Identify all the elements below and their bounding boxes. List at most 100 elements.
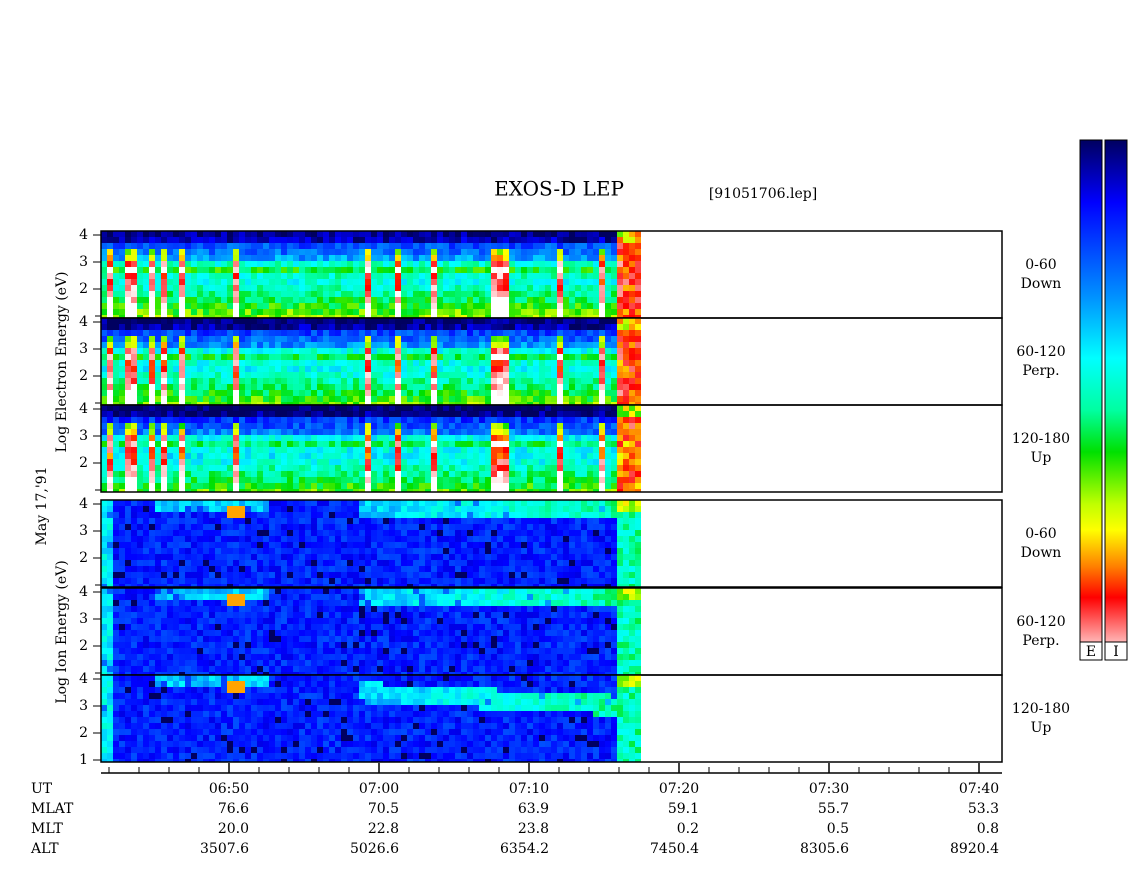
spectrogram-cell — [551, 435, 557, 441]
spectrogram-cell — [419, 297, 425, 303]
spectrogram-cell — [329, 336, 335, 342]
spectrogram-cell — [101, 536, 107, 542]
spectrogram-cell — [545, 231, 551, 237]
spectrogram-cell — [125, 303, 131, 309]
spectrogram-cell — [257, 453, 263, 459]
spectrogram-cell — [215, 506, 221, 512]
spectrogram-cell — [635, 354, 641, 360]
spectrogram-cell — [125, 336, 131, 342]
spectrogram-cell — [305, 285, 311, 291]
spectrogram-cell — [425, 441, 431, 447]
spectrogram-cell — [161, 560, 167, 566]
spectrogram-cell — [395, 417, 401, 423]
spectrogram-cell — [191, 378, 197, 384]
spectrogram-cell — [617, 348, 623, 354]
spectrogram-cell — [251, 396, 257, 402]
spectrogram-cell — [185, 396, 191, 402]
spectrogram-cell — [581, 255, 587, 261]
spectrogram-cell — [545, 366, 551, 372]
spectrogram-cell — [407, 309, 413, 315]
spectrogram-cell — [569, 297, 575, 303]
spectrogram-cell — [221, 441, 227, 447]
spectrogram-cell — [443, 279, 449, 285]
spectrogram-cell — [371, 279, 377, 285]
spectrogram-cell — [587, 273, 593, 279]
spectrogram-cell — [143, 500, 149, 506]
spectrogram-cell — [377, 330, 383, 336]
spectrogram-cell — [263, 471, 269, 477]
ion-axis-label: Log Ion Energy (eV) — [54, 560, 70, 703]
spectrogram-cell — [569, 471, 575, 477]
spectrogram-cell — [197, 237, 203, 243]
spectrogram-cell — [551, 318, 557, 324]
spectrogram-cell — [419, 441, 425, 447]
spectrogram-cell — [617, 330, 623, 336]
spectrogram-cell — [485, 411, 491, 417]
spectrogram-cell — [479, 390, 485, 396]
spectrogram-cell — [251, 390, 257, 396]
spectrogram-cell — [419, 405, 425, 411]
spectrogram-cell — [287, 500, 293, 506]
spectrogram-cell — [533, 396, 539, 402]
spectrogram-cell — [521, 354, 527, 360]
spectrogram-cell — [407, 303, 413, 309]
spectrogram-cell — [533, 297, 539, 303]
spectrogram-cell — [485, 417, 491, 423]
spectrogram-cell — [173, 285, 179, 291]
spectrogram-cell — [539, 324, 545, 330]
spectrogram-cell — [383, 348, 389, 354]
spectrogram-cell — [137, 237, 143, 243]
spectrogram-cell — [467, 477, 473, 483]
spectrogram-cell — [623, 231, 629, 237]
spectrogram-cell — [623, 471, 629, 477]
spectrogram-cell — [617, 267, 623, 273]
spectrogram-cell — [593, 405, 599, 411]
spectrogram-cell — [179, 554, 185, 560]
spectrogram-cell — [461, 378, 467, 384]
spectrogram-cell — [197, 330, 203, 336]
spectrogram-cell — [485, 435, 491, 441]
spectrogram-cell — [437, 483, 443, 489]
spectrogram-cell — [185, 405, 191, 411]
spectrogram-cell — [263, 249, 269, 255]
spectrogram-cell — [197, 402, 203, 405]
spectrogram-cell — [281, 348, 287, 354]
spectrogram-cell — [461, 423, 467, 429]
spectrogram-cell — [431, 429, 437, 435]
spectrogram-cell — [185, 542, 191, 548]
spectrogram-cell — [281, 390, 287, 396]
spectrogram-cell — [383, 512, 389, 518]
spectrogram-cell — [449, 354, 455, 360]
spectrogram-cell — [617, 396, 623, 402]
spectrogram-cell — [251, 330, 257, 336]
spectrogram-cell — [431, 372, 437, 378]
spectrogram-cell — [281, 378, 287, 384]
spectrogram-cell — [239, 584, 245, 587]
spectrogram-cell — [581, 471, 587, 477]
spectrogram-cell — [461, 411, 467, 417]
spectrogram-cell — [479, 483, 485, 489]
spectrogram-cell — [575, 342, 581, 348]
spectrogram-cell — [533, 249, 539, 255]
spectrogram-cell — [389, 530, 395, 536]
spectrogram-cell — [449, 477, 455, 483]
spectrogram-cell — [455, 291, 461, 297]
spectrogram-cell — [311, 396, 317, 402]
spectrogram-cell — [215, 291, 221, 297]
spectrogram-cell — [539, 315, 545, 318]
spectrogram-cell — [491, 324, 497, 330]
spectrogram-cell — [521, 360, 527, 366]
spectrogram-cell — [575, 453, 581, 459]
spectrogram-cell — [443, 423, 449, 429]
spectrogram-cell — [443, 548, 449, 554]
spectrogram-cell — [611, 354, 617, 360]
spectrogram-cell — [329, 566, 335, 572]
spectrogram-cell — [611, 423, 617, 429]
spectrogram-cell — [551, 297, 557, 303]
spectrogram-cell — [185, 572, 191, 578]
spectrogram-cell — [365, 453, 371, 459]
spectrogram-cell — [221, 405, 227, 411]
spectrogram-cell — [227, 255, 233, 261]
spectrogram-cell — [557, 477, 563, 483]
spectrogram-cell — [101, 435, 107, 441]
